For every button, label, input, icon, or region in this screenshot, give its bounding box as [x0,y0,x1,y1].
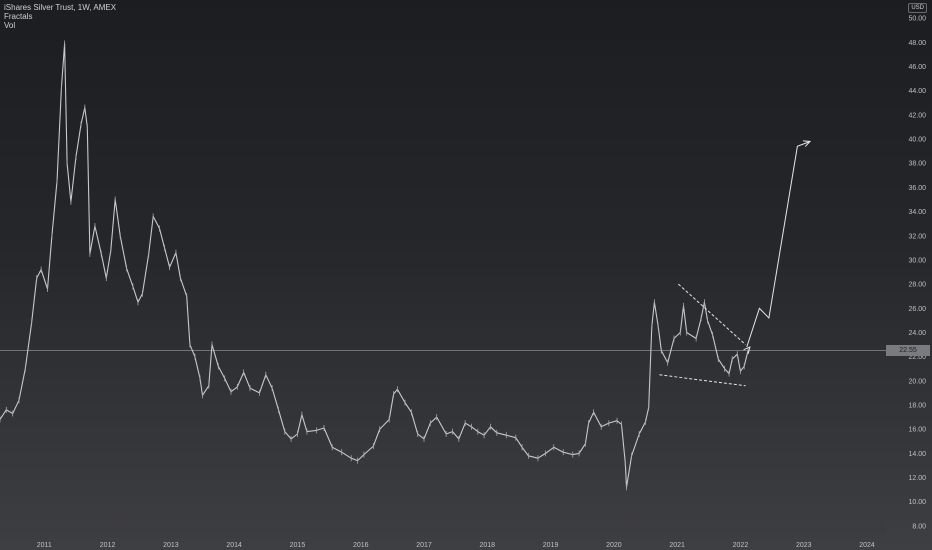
x-tick-label-13: 2024 [859,542,875,549]
y-tick-label-8: 24.00 [908,330,926,337]
x-tick-label-11: 2022 [733,542,749,549]
x-tick-label-10: 2021 [669,542,685,549]
y-tick-label-4: 16.00 [908,427,926,434]
x-tick-label-2: 2013 [163,542,179,549]
y-tick-label-7: 22.00 [908,354,926,361]
x-tick-label-6: 2017 [416,542,432,549]
wedge-upper-line [678,283,746,345]
volume-pane [0,522,886,538]
x-tick-label-3: 2014 [226,542,242,549]
x-tick-label-9: 2020 [606,542,622,549]
y-tick-label-0: 8.00 [912,523,926,530]
projection-arrowhead [803,140,812,147]
y-tick-label-13: 34.00 [908,209,926,216]
x-tick-label-1: 2012 [100,542,116,549]
y-tick-label-20: 48.00 [908,40,926,47]
breakout-arrowhead [743,346,751,354]
indicator-fractals[interactable]: Fractals [4,12,33,21]
x-tick-label-4: 2015 [290,542,306,549]
y-tick-label-18: 44.00 [908,88,926,95]
y-tick-label-14: 36.00 [908,185,926,192]
symbol-title: iShares Silver Trust, 1W, AMEX [4,3,117,12]
y-tick-label-6: 20.00 [908,378,926,385]
indicator-vol[interactable]: Vol [4,21,16,30]
y-tick-label-9: 26.00 [908,306,926,313]
wedge-lower-line [659,374,746,387]
y-tick-label-12: 32.00 [908,233,926,240]
y-tick-label-21: 50.00 [908,16,926,23]
y-tick-label-2: 12.00 [908,475,926,482]
y-tick-label-17: 42.00 [908,112,926,119]
y-tick-label-1: 10.00 [908,499,926,506]
x-tick-label-12: 2023 [796,542,812,549]
projection-arrow-path [746,141,811,348]
y-tick-label-16: 40.00 [908,137,926,144]
x-tick-label-5: 2016 [353,542,369,549]
chart-legend: iShares Silver Trust, 1W, AMEX Fractals … [4,3,116,30]
y-tick-label-10: 28.00 [908,282,926,289]
currency-badge[interactable]: USD [908,3,927,13]
y-tick-label-11: 30.00 [908,257,926,264]
y-tick-label-5: 18.00 [908,403,926,410]
y-tick-label-19: 46.00 [908,64,926,71]
price-series-line [0,42,749,488]
x-tick-label-8: 2019 [543,542,559,549]
x-tick-label-0: 2011 [37,542,52,549]
last-price-label: 22.55 [886,345,930,357]
x-tick-label-7: 2018 [480,542,496,549]
y-tick-label-3: 14.00 [908,451,926,458]
y-tick-label-15: 38.00 [908,161,926,168]
